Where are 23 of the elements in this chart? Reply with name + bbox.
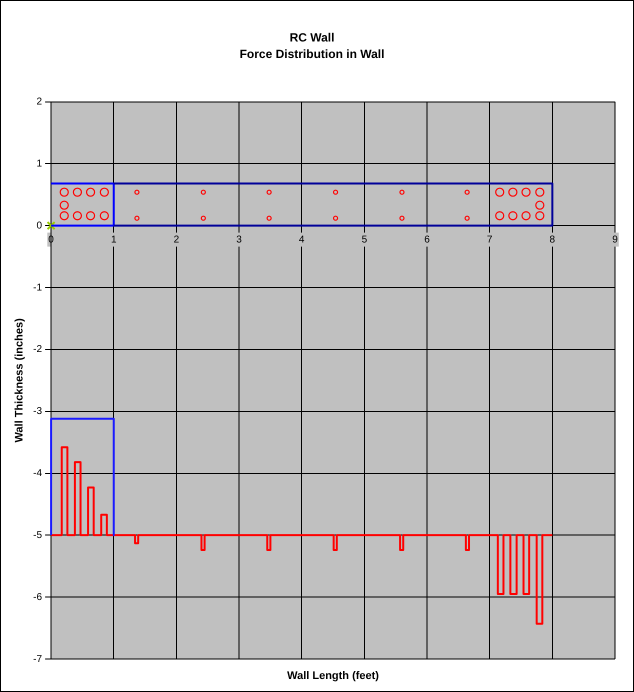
- y-tick-label: 0: [36, 220, 43, 232]
- y-tick-label: -4: [33, 468, 43, 480]
- x-tick-label: 7: [486, 234, 493, 246]
- x-tick-label: 1: [110, 234, 117, 246]
- y-tick-label: 2: [36, 96, 43, 108]
- x-tick-label: 6: [424, 234, 430, 246]
- x-tick-label: 9: [612, 234, 618, 246]
- y-tick-label: -7: [33, 654, 43, 665]
- y-axis-title: Wall Thickness (inches): [14, 318, 26, 443]
- x-tick-label: 5: [362, 234, 368, 246]
- chart-title: RC Wall: [290, 30, 334, 45]
- x-tick-label: 2: [174, 234, 180, 246]
- y-tick-label: 1: [36, 158, 43, 170]
- x-tick-label: 4: [298, 234, 305, 246]
- x-axis-title: Wall Length (feet): [287, 670, 380, 682]
- y-tick-label: -6: [33, 592, 43, 603]
- x-tick-label: 8: [550, 234, 556, 246]
- y-tick-label: -2: [33, 344, 43, 356]
- y-tick-label: -3: [33, 406, 43, 418]
- x-tick-label: 3: [236, 234, 242, 246]
- chart-subtitle: Force Distribution in Wall: [240, 46, 384, 61]
- y-tick-label: -5: [33, 530, 43, 541]
- y-tick-label: -1: [33, 282, 43, 294]
